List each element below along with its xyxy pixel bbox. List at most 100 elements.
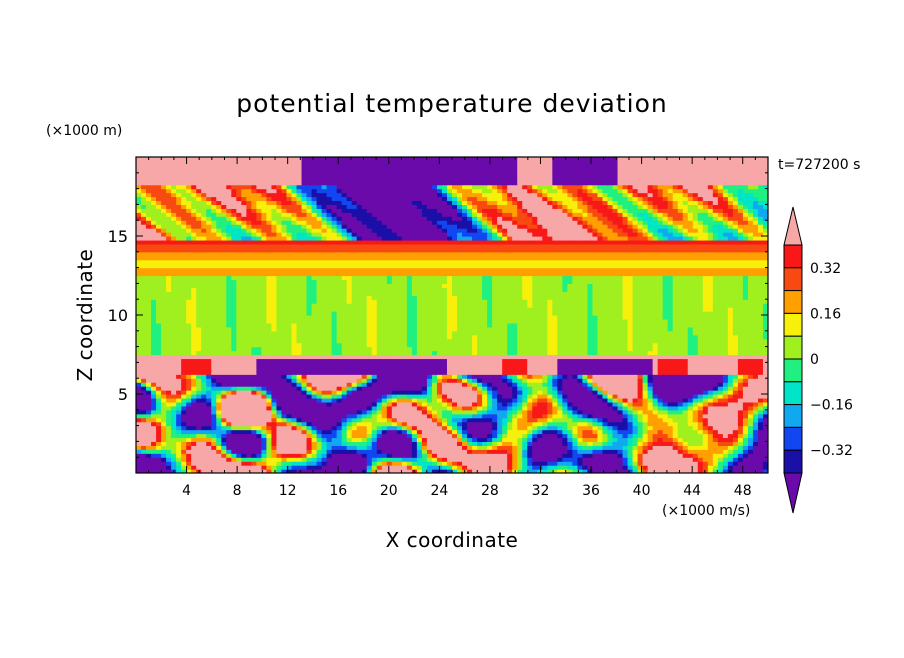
field-cell [166,370,172,375]
field-cell [637,469,644,473]
field-cell [607,413,614,419]
field-cell [672,378,679,383]
field-cell [396,386,403,391]
field-cell [492,338,498,344]
field-cell [161,425,167,431]
field-cell [682,425,689,431]
field-cell [146,315,152,320]
field-cell [276,342,283,348]
field-cell [472,397,478,403]
field-cell [747,429,754,435]
field-cell [206,417,212,423]
field-cell [582,370,589,375]
field-cell [311,342,318,348]
field-cell [477,465,483,470]
field-cell [426,421,433,427]
field-cell [627,421,634,427]
field-cell [752,350,759,356]
field-cell [376,421,383,427]
field-cell [291,461,298,466]
field-cell [722,322,729,328]
field-cell [321,457,328,462]
field-cell [401,445,408,450]
field-cell [236,362,242,367]
field-cell [331,445,338,450]
field-cell [642,358,649,363]
field-cell [176,465,182,470]
field-cell [702,390,709,395]
field-cell [376,465,383,470]
field-cell [677,397,684,403]
field-cell [567,386,573,391]
field-cell [572,330,578,336]
field-cell [472,358,478,363]
field-cell [276,405,283,411]
field-cell [156,346,162,352]
field-cell [321,413,328,419]
field-cell [582,445,589,450]
field-cell [517,457,523,462]
field-cell [281,322,288,328]
field-cell [306,334,313,340]
field-cell [497,417,503,423]
field-cell [386,378,393,383]
field-cell [281,366,288,371]
field-cell [341,390,348,395]
field-cell [732,358,739,363]
field-cell [191,342,197,348]
field-cell [196,382,202,387]
field-cell [421,346,428,352]
field-cell [737,425,744,431]
field-cell [416,453,423,458]
field-cell [236,334,242,340]
field-cell [301,421,308,427]
field-cell [507,334,513,340]
field-cell [667,417,674,423]
field-cell [316,461,323,466]
field-cell [612,429,619,435]
field-cell [632,394,639,399]
field-cell [512,326,518,332]
field-cell [431,397,438,403]
field-cell [707,322,714,328]
field-cell [517,366,523,371]
field-cell [682,382,689,387]
field-cell [441,318,448,324]
field-cell [191,318,197,324]
field-cell [607,330,614,336]
field-cell [492,322,498,328]
field-cell [406,461,413,466]
field-cell [647,397,654,403]
field-cell [527,397,533,403]
field-cell [271,346,278,352]
field-cell [146,453,152,458]
field-cell [186,386,192,391]
field-cell [612,457,619,462]
field-cell [261,457,268,462]
field-cell [376,338,383,344]
field-cell [166,346,172,352]
field-cell [502,437,508,442]
field-cell [757,429,764,435]
field-cell [236,453,242,458]
field-cell [662,322,669,328]
field-cell [246,445,252,450]
field-cell [146,465,152,470]
field-cell [642,390,649,395]
field-cell [296,315,303,320]
field-cell [502,465,508,470]
field-cell [567,362,573,367]
field-cell [517,354,523,360]
field-cell [742,433,749,439]
field-cell [707,437,714,442]
field-cell [291,318,298,324]
field-cell [737,322,744,328]
field-cell [311,449,318,454]
field-cell [181,441,187,446]
field-cell [216,322,222,328]
field-cell [166,413,172,419]
field-cell [462,354,468,360]
field-cell [386,346,393,352]
field-cell [502,445,508,450]
field-cell [211,322,217,328]
